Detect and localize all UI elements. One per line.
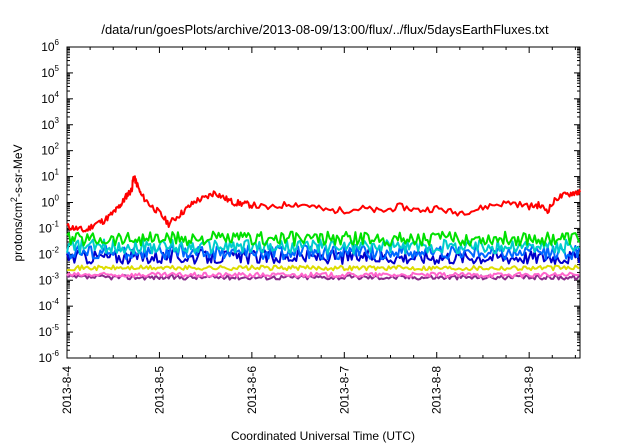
y-tick-label: 106 xyxy=(41,38,59,54)
chart-title: /data/run/goesPlots/archive/2013-08-09/1… xyxy=(101,22,549,37)
x-ticks: 2013-8-4 2013-8-5 2013-8-6 2013-8-7 2013-8-8… xyxy=(60,47,576,414)
series-line xyxy=(66,271,580,279)
x-tick-label: 2013-8-6 xyxy=(245,366,259,414)
y-tick-label: 104 xyxy=(41,90,59,106)
y-tick-label: 10-4 xyxy=(39,297,60,313)
series-line xyxy=(66,264,580,272)
series-line xyxy=(66,175,581,233)
series-line xyxy=(66,274,580,281)
series-line xyxy=(66,230,581,247)
series xyxy=(66,175,581,281)
x-tick-label: 2013-8-5 xyxy=(152,366,166,414)
y-tick-label: 10-3 xyxy=(39,271,60,287)
x-tick-label: 2013-8-4 xyxy=(60,366,74,414)
y-tick-label: 102 xyxy=(41,142,59,158)
y-tick-label: 10-6 xyxy=(39,349,60,365)
x-tick-label: 2013-8-9 xyxy=(522,366,536,414)
y-tick-label: 10-1 xyxy=(39,219,60,235)
y-axis-label: protons/cm2-s-sr-MeV xyxy=(9,144,25,261)
y-tick-label: 105 xyxy=(41,64,59,80)
x-tick-label: 2013-8-8 xyxy=(430,366,444,414)
y-tick-label: 100 xyxy=(41,194,59,210)
x-axis-label: Coordinated Universal Time (UTC) xyxy=(231,429,415,443)
y-ticks: 10-6 10-5 10-4 10-3 10-2 10-1 100 101 102 103 104 1… xyxy=(39,38,580,365)
y-tick-label: 10-5 xyxy=(39,323,60,339)
y-tick-label: 101 xyxy=(41,168,59,184)
y-tick-label: 103 xyxy=(41,116,59,132)
y-tick-label: 10-2 xyxy=(39,245,60,261)
x-tick-label: 2013-8-7 xyxy=(337,366,351,414)
